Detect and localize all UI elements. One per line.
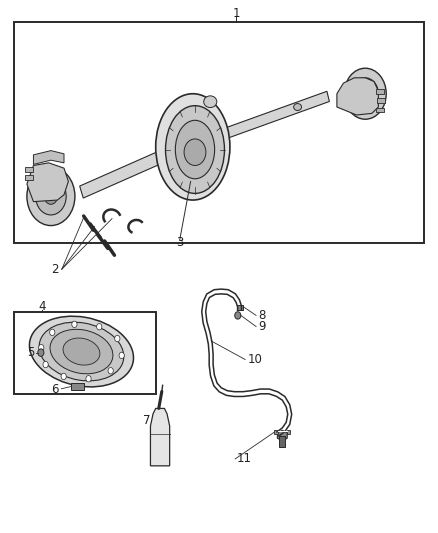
Text: 8: 8	[258, 309, 266, 322]
Text: 3: 3	[176, 236, 184, 249]
Ellipse shape	[50, 329, 113, 374]
Bar	[275, 430, 278, 434]
Circle shape	[119, 352, 124, 359]
Circle shape	[39, 344, 44, 351]
Ellipse shape	[63, 338, 100, 365]
Circle shape	[27, 167, 75, 225]
Ellipse shape	[293, 103, 301, 110]
Text: 7: 7	[143, 414, 151, 427]
Circle shape	[44, 188, 57, 204]
Ellipse shape	[39, 322, 124, 381]
Polygon shape	[150, 408, 170, 466]
Circle shape	[49, 329, 55, 336]
Bar	[287, 430, 290, 434]
Circle shape	[72, 321, 77, 327]
Circle shape	[360, 87, 371, 101]
Polygon shape	[277, 430, 287, 441]
Text: 6: 6	[52, 383, 59, 397]
Circle shape	[97, 324, 102, 330]
Circle shape	[235, 312, 241, 319]
Bar	[279, 435, 286, 447]
Text: 4: 4	[39, 300, 46, 313]
Circle shape	[115, 335, 120, 342]
Circle shape	[38, 349, 44, 357]
Text: 5: 5	[27, 346, 34, 359]
Circle shape	[184, 139, 206, 165]
Polygon shape	[33, 151, 64, 165]
Bar	[25, 167, 32, 172]
Ellipse shape	[166, 106, 224, 193]
Polygon shape	[209, 91, 329, 144]
Ellipse shape	[29, 316, 134, 387]
Ellipse shape	[204, 96, 217, 108]
Circle shape	[61, 373, 66, 379]
Circle shape	[352, 78, 378, 110]
Circle shape	[344, 68, 386, 119]
Text: 1: 1	[233, 7, 240, 20]
Ellipse shape	[155, 94, 230, 200]
Bar	[377, 98, 385, 103]
Bar	[71, 383, 84, 390]
Circle shape	[108, 368, 113, 374]
Bar	[25, 174, 32, 180]
Bar	[376, 89, 384, 94]
Text: 11: 11	[237, 453, 251, 465]
Bar	[14, 312, 155, 394]
Text: 9: 9	[258, 320, 266, 333]
Circle shape	[86, 376, 91, 382]
Polygon shape	[80, 144, 177, 198]
Ellipse shape	[175, 120, 215, 179]
Text: 2: 2	[52, 263, 59, 276]
Polygon shape	[27, 163, 68, 201]
Circle shape	[35, 177, 66, 215]
Bar	[376, 108, 384, 112]
Bar	[237, 305, 244, 310]
Bar	[14, 22, 424, 243]
Text: 10: 10	[247, 353, 262, 366]
Polygon shape	[337, 78, 378, 115]
Circle shape	[43, 361, 48, 368]
